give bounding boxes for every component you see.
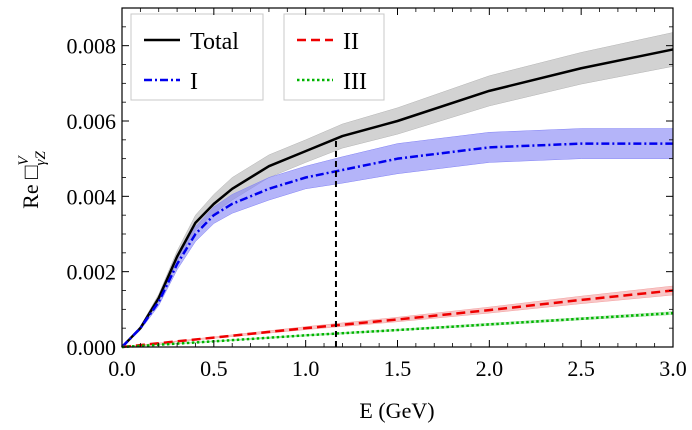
x-tick-label: 0.5 [200,356,228,381]
plot-frame [121,7,674,348]
y-axis-title-main: Re □ [18,166,43,209]
band-i [121,128,674,348]
y-tick-label: 0.004 [67,184,117,209]
legend-box-2 [283,13,385,101]
x-tick-label: 1.5 [384,356,412,381]
y-axis-title: Re □VγZ [16,151,49,209]
legend-label-ii: II [343,29,359,55]
legend: Total I II III [130,13,385,101]
series-line-i [121,142,673,348]
y-tick-label: 0.008 [67,34,117,59]
legend-label-iii: III [343,69,367,95]
y-axis-title-sup: V [16,155,32,166]
legend-label-total: Total [190,29,239,55]
legend-box-1 [130,13,264,101]
x-tick-label: 0.0 [108,356,136,381]
x-tick-label: 1.0 [292,356,320,381]
y-tick-label: 0.002 [67,260,117,285]
y-tick-label: 0.006 [67,109,117,134]
x-tick-label: 2.5 [567,356,595,381]
x-tick-label: 3.0 [659,356,687,381]
x-axis-title: E (GeV) [359,398,434,423]
band-ii [121,285,674,348]
y-axis-title-text: Re □VγZ [16,151,49,209]
legend-label-i: I [190,69,198,95]
series-line-ii [121,289,674,349]
y-tick-label: 0.000 [67,335,117,360]
axis-ticks: 0.0 0.5 1.0 1.5 2.0 2.5 3.0 0.000 0.002 0.004 0.00… [67,8,687,381]
y-axis-title-sub: γZ [33,151,49,166]
x-tick-label: 2.0 [476,356,504,381]
series-line-total [121,48,674,348]
